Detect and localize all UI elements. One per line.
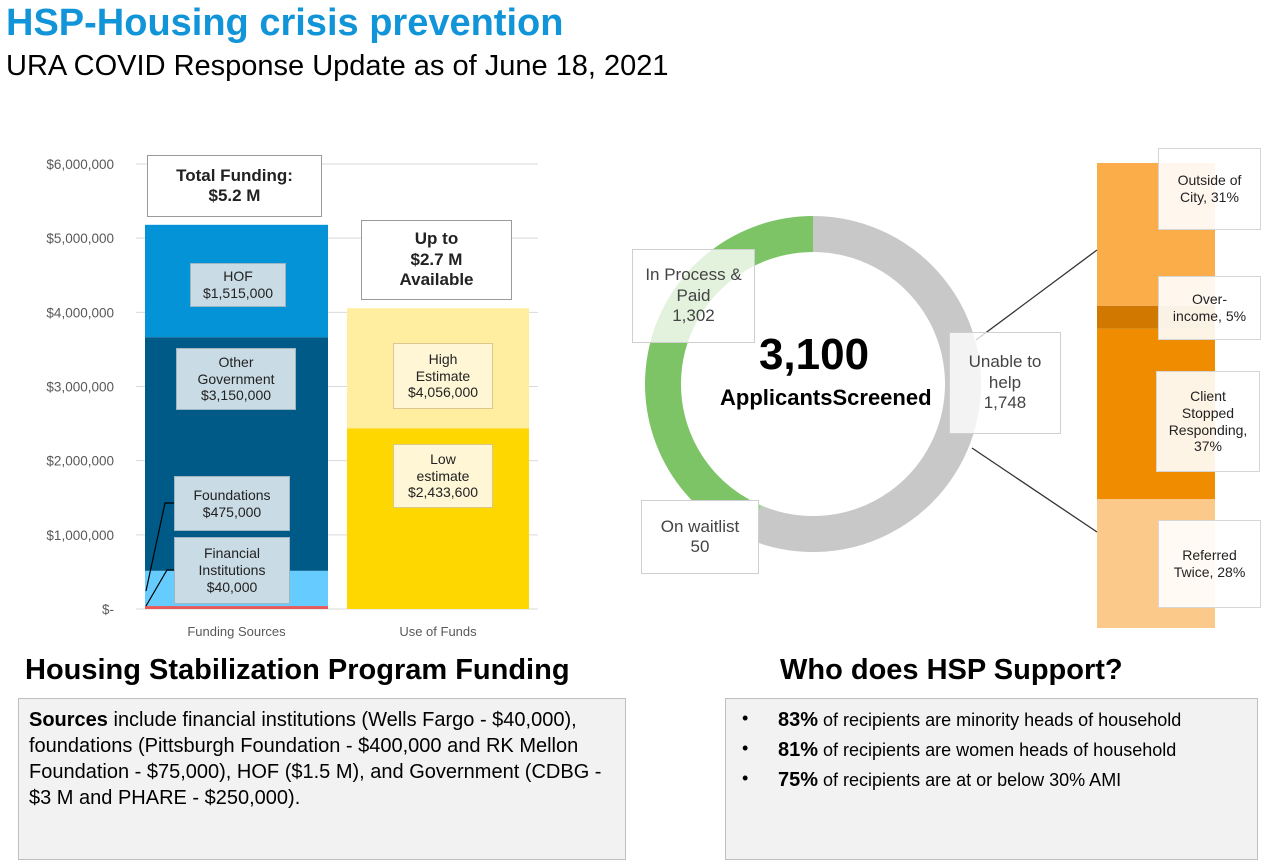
y-tick-label: $- [102,602,114,617]
y-tick-label: $3,000,000 [46,380,114,395]
y-tick-label: $2,000,000 [46,454,114,469]
available-funds-callout: Up to $2.7 M Available [361,220,512,300]
callout-line: $5.2 M [208,186,261,205]
segment-label-line: $4,056,000 [407,384,479,401]
segment-label-line: High [428,350,458,367]
hof-segment-label: HOF $1,515,000 [190,263,286,307]
support-section-heading: Who does HSP Support? [780,654,1123,686]
segment-label-line: Institutions [198,562,266,579]
client-stopped-responding-label: Client Stopped Responding, 37% [1156,371,1260,472]
donut-label-line: In Process & [645,265,742,285]
callout-line: Up to [414,229,459,249]
funding-chart-leader-lines [145,502,174,607]
donut-label-line: 1,302 [672,306,715,326]
support-list: 83% of recipients are minority heads of … [726,699,1257,801]
category-label: Use of Funds [399,624,477,639]
funding-chart-y-ticks: $- $1,000,000 $2,000,000 $3,000,000 $4,000,0… [46,157,114,617]
segment-label-line: Government [197,370,275,387]
on-waitlist-label: On waitlist 50 [641,500,759,574]
list-item: 81% of recipients are women heads of hou… [736,737,1249,763]
segment-label-line: $2,433,600 [407,484,479,501]
support-panel: 83% of recipients are minority heads of … [725,698,1258,860]
segment-label-line: Financial [203,545,261,562]
y-tick-label: $4,000,000 [46,305,114,320]
segment-label-line: $40,000 [206,578,258,595]
funding-chart-categories: Funding Sources Use of Funds [187,624,477,639]
callout-line: Available [399,270,474,290]
y-tick-label: $1,000,000 [46,528,114,543]
reason-label-line: Twice, 28% [1173,564,1246,580]
unable-to-help-label: Unable to help 1,748 [949,332,1061,434]
donut-caption-line: Screened [832,385,932,410]
reason-label-line: Stopped [1181,404,1235,421]
donut-label-line: help [988,372,1022,392]
list-item: 83% of recipients are minority heads of … [736,707,1249,733]
segment-label-line: Other [218,353,254,370]
reason-label-line: Responding, [1168,421,1248,438]
segment-label-line: $475,000 [202,503,262,520]
reason-label-line: 37% [1193,438,1223,455]
segment-label-line: $3,150,000 [200,387,272,404]
donut-label-line: Unable to [968,352,1042,372]
in-process-paid-label: In Process & Paid 1,302 [632,249,755,343]
donut-caption-line: Applicants [720,385,833,410]
donut-label-line: Paid [676,285,711,305]
page-subtitle: URA COVID Response Update as of June 18,… [6,50,669,82]
donut-slice [645,216,814,532]
total-funding-callout: Total Funding: $5.2 M [147,155,322,217]
segment-label-line: Foundations [193,486,271,503]
breakdown-connectors [971,249,1098,533]
funding-sources-text: Sources include financial institutions (… [29,709,602,809]
callout-line: $2.7 M [410,249,463,269]
list-item: 75% of recipients are at or below 30% AM… [736,767,1249,793]
foundations-leader-line [145,502,174,592]
reason-label-line: Client [1190,387,1226,404]
high-estimate-segment-label: High Estimate $4,056,000 [393,343,493,409]
reason-label-line: City, 31% [1180,189,1239,205]
reason-label-line: Outside of [1177,172,1242,189]
funding-section-heading: Housing Stabilization Program Funding [25,654,570,686]
low-estimate-segment-label: Low estimate $2,433,600 [393,444,493,508]
bar-segment [145,606,328,609]
donut-center-value: 3,100 [758,330,870,379]
donut-label-line: 50 [690,537,710,556]
segment-label-line: $1,515,000 [202,285,274,301]
callout-line: Total Funding: [176,165,293,185]
reason-label-line: Referred [1182,547,1237,564]
connector-bottom [971,447,1098,533]
financial-institutions-segment-label: Financial Institutions $40,000 [174,537,290,604]
y-tick-label: $6,000,000 [46,157,114,172]
over-income-label: Over-income, 5% [1158,276,1261,340]
financial-leader-line [145,569,174,607]
y-tick-label: $5,000,000 [46,231,114,246]
referred-twice-label: Referred Twice, 28% [1158,520,1261,608]
donut-label-line: On waitlist [660,516,740,536]
page-title: HSP-Housing crisis prevention [6,2,564,44]
other-government-segment-label: Other Government $3,150,000 [176,348,296,410]
outside-of-city-label: Outside of City, 31% [1158,148,1261,230]
segment-label-line: HOF [223,268,253,285]
donut-center-caption: ApplicantsScreened [720,384,932,412]
segment-label-line: Low [430,450,456,467]
foundations-segment-label: Foundations $475,000 [174,476,290,531]
donut-label-line: 1,748 [983,393,1027,413]
reason-label-line: Over- [1192,291,1227,308]
connector-top [975,249,1098,341]
segment-label-line: estimate [416,467,470,484]
category-label: Funding Sources [187,624,286,639]
reason-label-line: income, 5% [1172,308,1247,324]
segment-label-line: Estimate [415,367,471,384]
funding-sources-panel: Sources include financial institutions (… [18,698,626,860]
